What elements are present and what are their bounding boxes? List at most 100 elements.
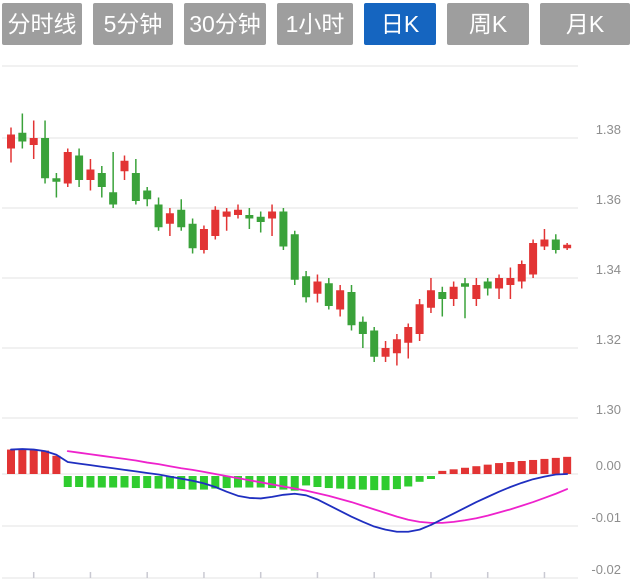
macd-hist-bar-up: [529, 459, 538, 474]
candle-body: [97, 173, 106, 187]
candle-body: [517, 264, 526, 282]
tab-30min[interactable]: 30分钟: [184, 3, 266, 45]
macd-hist-bar-up: [461, 467, 469, 474]
tab-weekly-k[interactable]: 周K: [447, 3, 529, 45]
candle-body: [199, 229, 208, 250]
macd-hist-bar-down: [290, 476, 299, 491]
candle-body: [222, 211, 231, 217]
macd-hist-bar-up: [551, 457, 560, 474]
macd-hist-bar-down: [75, 476, 84, 487]
candle-body: [63, 152, 72, 184]
candle-body: [551, 239, 560, 250]
macd-hist-bar-down: [154, 476, 163, 489]
macd-hist-bar-down: [165, 476, 174, 489]
candle-body: [472, 285, 481, 299]
macd-hist-bar-down: [86, 476, 95, 488]
macd-hist-bar-up: [483, 464, 492, 474]
candle-body: [324, 283, 333, 306]
macd-hist-bar-down: [245, 476, 254, 488]
candle-body: [506, 278, 515, 285]
macd-hist-bar-down: [211, 476, 220, 489]
macd-axis-label: -0.02: [591, 562, 621, 577]
candle-body: [177, 209, 186, 228]
candle-body: [563, 244, 572, 249]
candle-body: [143, 190, 152, 200]
macd-hist-bar-down: [63, 476, 72, 487]
candle-body: [7, 134, 15, 149]
tab-timeline[interactable]: 分时线: [2, 3, 82, 45]
macd-hist-bar-up: [517, 461, 526, 474]
macd-hist-bar-down: [97, 476, 106, 488]
macd-hist-bar-up: [472, 466, 481, 474]
candle-body: [370, 330, 379, 357]
macd-hist-bar-up: [18, 449, 27, 474]
macd-hist-bar-up: [7, 449, 15, 474]
candle-body: [29, 138, 38, 145]
candle-body: [529, 243, 538, 275]
candle-body: [120, 160, 129, 172]
candle-body: [245, 215, 254, 219]
candle-body: [415, 304, 424, 334]
dif-line: [10, 448, 569, 533]
candle-body: [75, 155, 84, 180]
candle-body: [426, 290, 435, 308]
candle-body: [279, 211, 288, 247]
macd-hist-bar-down: [358, 476, 367, 490]
tab-5min[interactable]: 5分钟: [93, 3, 173, 45]
interval-tab-bar: 分时线 5分钟 30分钟 1小时 日K 周K 月K: [2, 3, 630, 45]
candle-body: [211, 209, 220, 236]
macd-hist-bar-down: [336, 476, 345, 489]
macd-hist-bar-down: [392, 476, 401, 490]
tab-1hour[interactable]: 1小时: [277, 3, 353, 45]
macd-hist-bar-down: [177, 476, 186, 490]
candle-body: [131, 173, 140, 201]
candle-body: [483, 281, 492, 289]
macd-hist-bar-down: [347, 476, 356, 490]
candle-body: [347, 292, 356, 326]
price-axis-label: 1.38: [596, 122, 621, 137]
candle-body: [302, 276, 311, 298]
price-axis-label: 1.30: [596, 402, 621, 417]
candle-body: [495, 278, 504, 289]
macd-hist-bar-down: [268, 476, 277, 489]
macd-hist-bar-up: [438, 470, 447, 474]
macd-hist-bar-down: [109, 476, 118, 488]
macd-hist-bar-down: [381, 476, 390, 491]
macd-hist-bar-up: [41, 450, 50, 474]
candle-body: [18, 132, 27, 142]
dea-line: [66, 450, 569, 524]
macd-hist-bar-down: [324, 476, 333, 489]
candle-body: [52, 178, 61, 182]
price-axis-label: 1.32: [596, 332, 621, 347]
candle-body: [540, 239, 549, 247]
macd-hist-bar-down: [370, 476, 379, 491]
macd-hist-bar-down: [415, 476, 424, 482]
candle-body: [358, 321, 367, 334]
macd-hist-bar-down: [120, 476, 129, 488]
candle-body: [392, 339, 401, 354]
candle-body: [41, 138, 50, 179]
tab-monthly-k[interactable]: 月K: [540, 3, 630, 45]
candle-body: [461, 283, 469, 287]
candle-body: [234, 209, 242, 215]
candle-body: [290, 234, 299, 280]
candle-body: [86, 169, 95, 180]
price-axis-label: 1.34: [596, 262, 621, 277]
macd-hist-bar-down: [279, 476, 288, 490]
macd-hist-bar-down: [234, 476, 242, 488]
candle-body: [381, 348, 390, 357]
macd-hist-bar-down: [404, 476, 413, 487]
macd-hist-bar-up: [495, 463, 504, 474]
candle-body: [165, 213, 174, 224]
candle-body: [256, 216, 265, 222]
macd-hist-bar-up: [563, 456, 572, 474]
macd-hist-bar-up: [29, 449, 38, 474]
tab-daily-k[interactable]: 日K: [364, 3, 436, 45]
candle-body: [336, 290, 345, 310]
price-axis-label: 1.36: [596, 192, 621, 207]
candle-body: [449, 286, 458, 299]
candle-body: [154, 204, 163, 228]
macd-hist-bar-up: [449, 469, 458, 474]
